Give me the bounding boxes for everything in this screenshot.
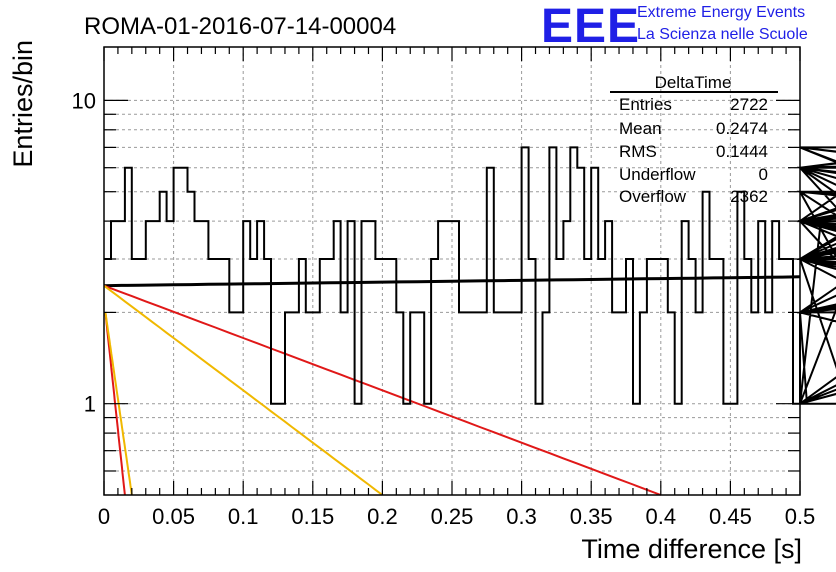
y-axis-title: Entries/bin <box>8 40 38 168</box>
y-tick-label: 10 <box>72 88 96 113</box>
x-tick-label: 0.2 <box>367 504 398 529</box>
logo-line-2: La Scienza nelle Scuole <box>637 26 808 43</box>
stats-value: 0 <box>759 165 768 184</box>
x-tick-label: 0.1 <box>228 504 259 529</box>
stats-label: Mean <box>619 119 662 138</box>
stats-label: Overflow <box>619 187 687 206</box>
x-tick-label: 0.4 <box>646 504 677 529</box>
x-tick-label: 0.3 <box>506 504 537 529</box>
stats-label: Entries <box>619 95 672 114</box>
stats-value: 0.2474 <box>716 119 768 138</box>
eee-logo: EEE Extreme Energy Events La Scienza nel… <box>541 0 808 53</box>
x-axis-title: Time difference [s] <box>581 534 802 564</box>
stats-value: 0.1444 <box>716 142 768 161</box>
chart-title: ROMA-01-2016-07-14-00004 <box>84 13 396 40</box>
stats-value: 2722 <box>730 95 768 114</box>
logo-line-1: Extreme Energy Events <box>637 4 805 21</box>
stats-label: RMS <box>619 142 657 161</box>
histogram-series <box>104 146 836 405</box>
tick-labels: 0 0.05 0.1 0.15 0.2 0.25 0.3 0.35 0.4 0.45 0.5 1 10 <box>72 88 816 529</box>
stats-value: 2362 <box>730 187 768 206</box>
x-tick-label: 0.5 <box>785 504 816 529</box>
x-tick-label: 0.15 <box>291 504 334 529</box>
fit-curve-red <box>103 284 662 496</box>
axis-ticks <box>103 47 801 495</box>
fit-curve-yellow <box>103 284 383 496</box>
stats-box: DeltaTime Entries 2722 Mean 0.2474 RMS 0… <box>610 73 778 206</box>
x-tick-label: 0 <box>98 504 110 529</box>
fit-curve-black <box>103 275 801 288</box>
x-tick-label: 0.25 <box>431 504 474 529</box>
stats-label: Underflow <box>619 165 696 184</box>
y-tick-label: 1 <box>84 392 96 417</box>
x-tick-label: 0.35 <box>570 504 613 529</box>
logo-mark: EEE <box>541 0 640 53</box>
x-tick-label: 0.45 <box>709 504 752 529</box>
x-tick-label: 0.05 <box>152 504 195 529</box>
stats-box-title: DeltaTime <box>655 73 732 92</box>
grid-layer <box>104 47 800 495</box>
